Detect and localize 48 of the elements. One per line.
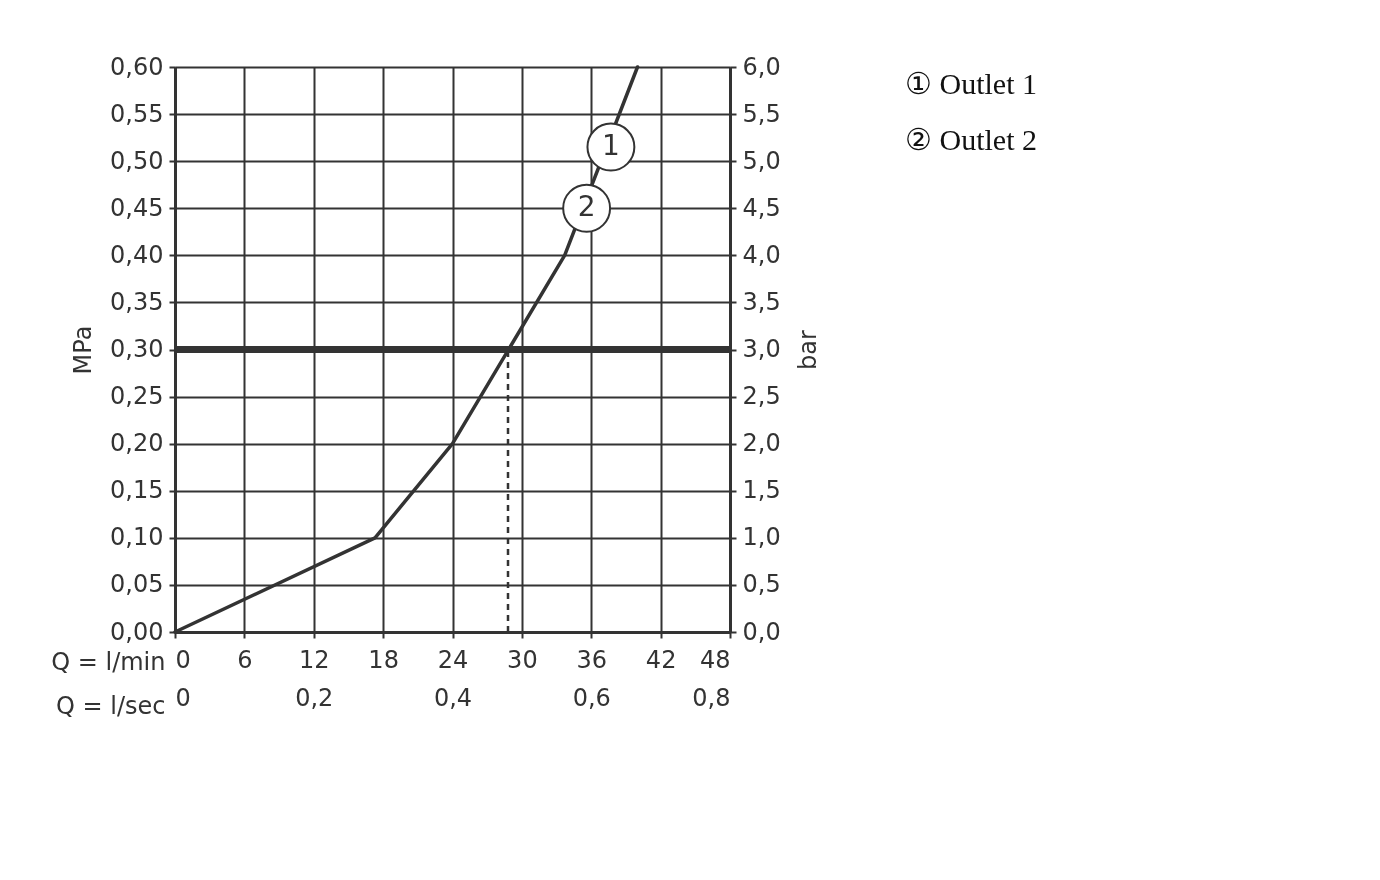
x-tick-label: 36 — [576, 645, 608, 674]
annotation: 2 — [577, 190, 596, 224]
x-tick-label: 18 — [368, 645, 399, 674]
annotation: 1 — [601, 129, 620, 163]
x2-tick-label: 0,2 — [295, 683, 334, 712]
y2-tick-label: 3,5 — [742, 287, 781, 316]
y-tick-label: 0,00 — [110, 617, 164, 646]
y2-tick-label: 5,5 — [742, 99, 781, 128]
y-tick-label: 0,50 — [110, 146, 164, 175]
x-tick-label: 12 — [298, 645, 330, 674]
x-axis-title: Q = l/min — [51, 647, 166, 676]
text: ① Outlet 1 — [905, 67, 1037, 100]
y2-tick-label: 2,0 — [742, 429, 781, 458]
x-tick-label: 48 — [699, 645, 731, 674]
y2-axis-title: bar — [793, 329, 822, 370]
y-tick-label: 0,55 — [110, 99, 164, 128]
y2-tick-label: 3,0 — [742, 335, 781, 363]
y2-tick-label: 2,5 — [742, 382, 781, 411]
y2-tick-label: 6,0 — [742, 52, 781, 81]
y2-tick-label: 1,5 — [742, 476, 781, 505]
y-tick-label: 0,10 — [110, 523, 164, 552]
y-tick-label: 0,35 — [110, 287, 164, 316]
y-tick-label: 0,25 — [110, 382, 164, 411]
x-tick-label: 6 — [237, 645, 253, 674]
x-tick-label: 0 — [175, 645, 191, 674]
y-tick-label: 0,05 — [110, 570, 164, 599]
x-tick-label: 30 — [507, 645, 538, 674]
y-tick-label: 0,60 — [110, 52, 164, 81]
y2-tick-label: 5,0 — [742, 146, 781, 175]
y2-tick-label: 0,5 — [742, 570, 781, 599]
x2-tick-label: 0 — [175, 683, 191, 712]
y-tick-label: 0,30 — [110, 335, 164, 363]
y-tick-label: 0,15 — [110, 476, 164, 505]
x2-tick-label: 0,6 — [572, 683, 611, 712]
y-tick-label: 0,40 — [110, 240, 164, 269]
y-tick-label: 0,20 — [110, 429, 164, 458]
y2-tick-label: 0,0 — [742, 617, 781, 646]
x-tick-label: 42 — [645, 645, 677, 674]
y-axis-title: MPa — [69, 325, 98, 375]
y2-tick-label: 4,5 — [742, 193, 781, 222]
y-tick-label: 0,45 — [110, 193, 164, 222]
x2-tick-label: 0,8 — [692, 683, 731, 712]
text: ② Outlet 2 — [905, 123, 1037, 156]
y2-tick-label: 1,0 — [742, 523, 781, 552]
x-tick-label: 24 — [437, 645, 469, 674]
x2-tick-label: 0,4 — [433, 683, 473, 712]
y2-tick-label: 4,0 — [742, 240, 781, 269]
x2-axis-title: Q = l/sec — [56, 691, 166, 720]
